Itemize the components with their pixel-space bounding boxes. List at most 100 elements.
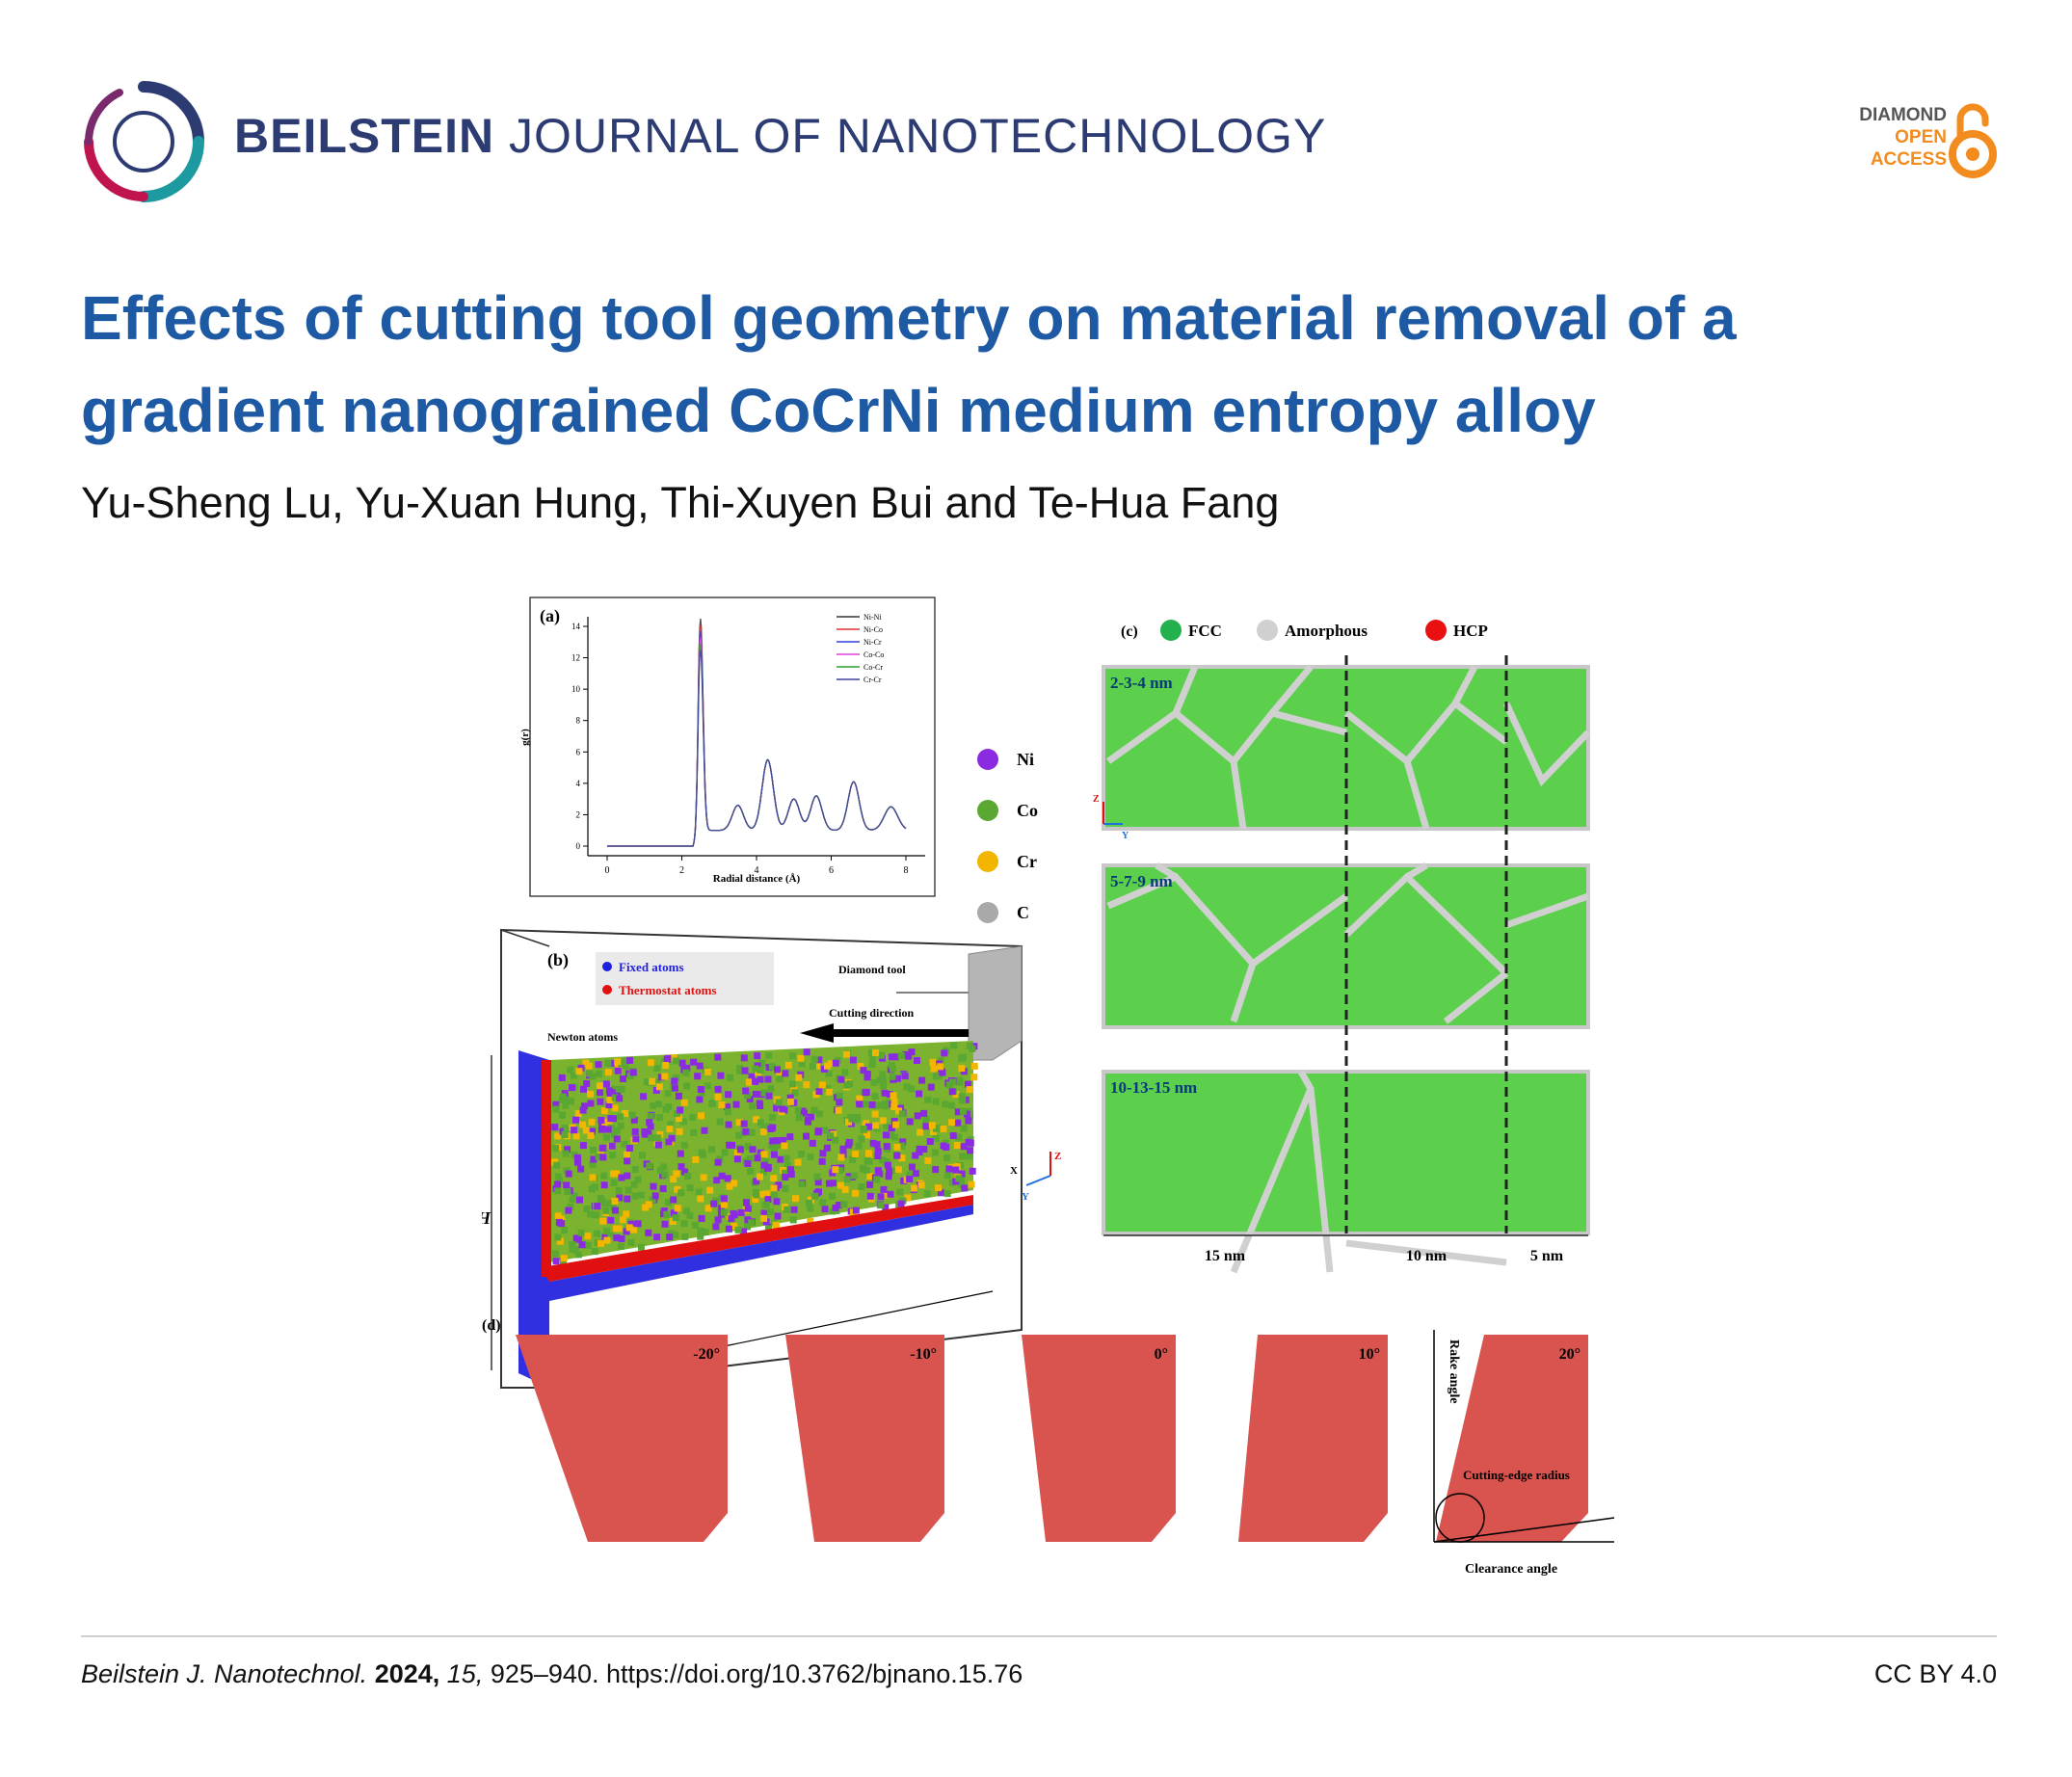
atom-cluster [814, 1179, 822, 1186]
atom-cluster [671, 1077, 678, 1085]
license[interactable]: CC BY 4.0 [1873, 1659, 1997, 1688]
atom-cluster [808, 1113, 814, 1121]
atom-cluster [631, 1127, 639, 1135]
atom-cluster [607, 1115, 615, 1123]
panel-c-width-labels: 15 nm 10 nm 5 nm [1205, 1248, 1564, 1264]
atom-cluster [551, 1124, 559, 1131]
atom-cluster [836, 1092, 843, 1100]
atom-cluster [661, 1171, 669, 1179]
atom-cluster [676, 1127, 683, 1135]
atom-cluster [810, 1106, 818, 1114]
atom-cluster [917, 1181, 925, 1189]
phase-label: HCP [1453, 622, 1488, 640]
atom-cluster [622, 1062, 629, 1070]
atom-cluster [632, 1135, 640, 1143]
atom-cluster [669, 1218, 677, 1225]
atom-cluster [650, 1101, 657, 1109]
atom-cluster [782, 1070, 789, 1077]
atom-cluster [912, 1170, 919, 1178]
atom-cluster [552, 1258, 560, 1265]
atom-cluster [862, 1101, 869, 1108]
atom-cluster [727, 1074, 733, 1081]
atom-cluster [728, 1215, 735, 1223]
atom-cluster [604, 1059, 612, 1067]
atom-cluster [821, 1206, 829, 1213]
atom-cluster [889, 1073, 896, 1080]
atom-cluster [602, 1207, 610, 1214]
atom-cluster [714, 1085, 722, 1093]
grain-size-label: 2-3-4 nm [1110, 674, 1173, 692]
atom-cluster [583, 1206, 591, 1212]
atom-cluster [795, 1074, 803, 1081]
panel-d: (d) -20° -10° 0° 10° 20° Rake angle Cutting-… [482, 1317, 1615, 1577]
atom-cluster [784, 1206, 791, 1213]
atom-cluster [877, 1076, 884, 1084]
atom-cluster [743, 1223, 751, 1231]
atom-cluster [744, 1160, 752, 1167]
atom-cluster [735, 1119, 743, 1127]
atom-cluster [874, 1148, 882, 1155]
atom-cluster [803, 1048, 810, 1056]
atom-cluster [589, 1160, 597, 1168]
atom-cluster [630, 1226, 638, 1233]
atom-cluster [574, 1110, 582, 1117]
atom-cluster [623, 1210, 630, 1218]
atom-cluster [594, 1203, 601, 1210]
atom-cluster [890, 1118, 898, 1125]
atom-cluster [677, 1106, 684, 1114]
atom-cluster [743, 1199, 750, 1207]
atom-cluster [752, 1065, 759, 1073]
atom-cluster [645, 1201, 652, 1208]
atom-cluster [880, 1082, 887, 1090]
atom-cluster [880, 1185, 888, 1193]
atom-cluster [744, 1205, 752, 1212]
cutting-direction-arrow [800, 1023, 969, 1043]
atom-cluster [673, 1170, 680, 1178]
atom-cluster [601, 1118, 609, 1126]
atom-cluster [596, 1070, 602, 1077]
thermostat-atoms-bottom [542, 1195, 973, 1282]
atom-cluster [922, 1116, 930, 1124]
atom-cluster [615, 1085, 623, 1093]
atom-cluster [953, 1142, 961, 1150]
atom-cluster [937, 1063, 944, 1071]
y-tick-label: 14 [571, 622, 581, 631]
atom-cluster [887, 1131, 894, 1139]
thermostat-atoms-label: Thermostat atoms [619, 983, 716, 997]
atom-cluster [655, 1114, 663, 1122]
atom-cluster [910, 1184, 917, 1192]
atom-cluster [594, 1230, 601, 1237]
atom-cluster [746, 1078, 754, 1086]
fixed-atoms-bottom [549, 1205, 973, 1301]
atom-cluster [818, 1157, 826, 1165]
atom-cluster [645, 1129, 652, 1137]
citation-pages-doi[interactable]: 925–940. https://doi.org/10.3762/bjnano.… [490, 1659, 1023, 1688]
atom-cluster [906, 1176, 914, 1183]
atom-cluster [930, 1065, 938, 1073]
atom-cluster [870, 1078, 878, 1086]
atom-cluster [956, 1078, 964, 1086]
y-tick-label: 6 [576, 747, 581, 756]
atom-cluster [590, 1155, 598, 1163]
atom-cluster [697, 1233, 704, 1240]
atom-cluster [764, 1196, 772, 1204]
atom-cluster [924, 1096, 932, 1103]
atom-cluster [876, 1101, 883, 1109]
atom-cluster [657, 1167, 664, 1175]
atom-cluster [625, 1224, 633, 1232]
atom-cluster [741, 1067, 749, 1074]
atom-cluster [631, 1166, 639, 1174]
atom-cluster [657, 1074, 665, 1081]
atom-cluster [661, 1073, 669, 1080]
badge-access: ACCESS [1870, 149, 1947, 170]
atom-cluster [823, 1144, 831, 1152]
atom-cluster [670, 1209, 677, 1217]
atom-cluster [871, 1093, 879, 1101]
atom-cluster [912, 1152, 919, 1159]
atom-cluster [969, 1167, 976, 1175]
atom-cluster [598, 1122, 606, 1129]
atom-cluster [628, 1111, 636, 1119]
cutting-direction-label: Cutting direction [829, 1006, 914, 1020]
atom-cluster [844, 1141, 852, 1149]
atom-cluster [735, 1131, 743, 1139]
